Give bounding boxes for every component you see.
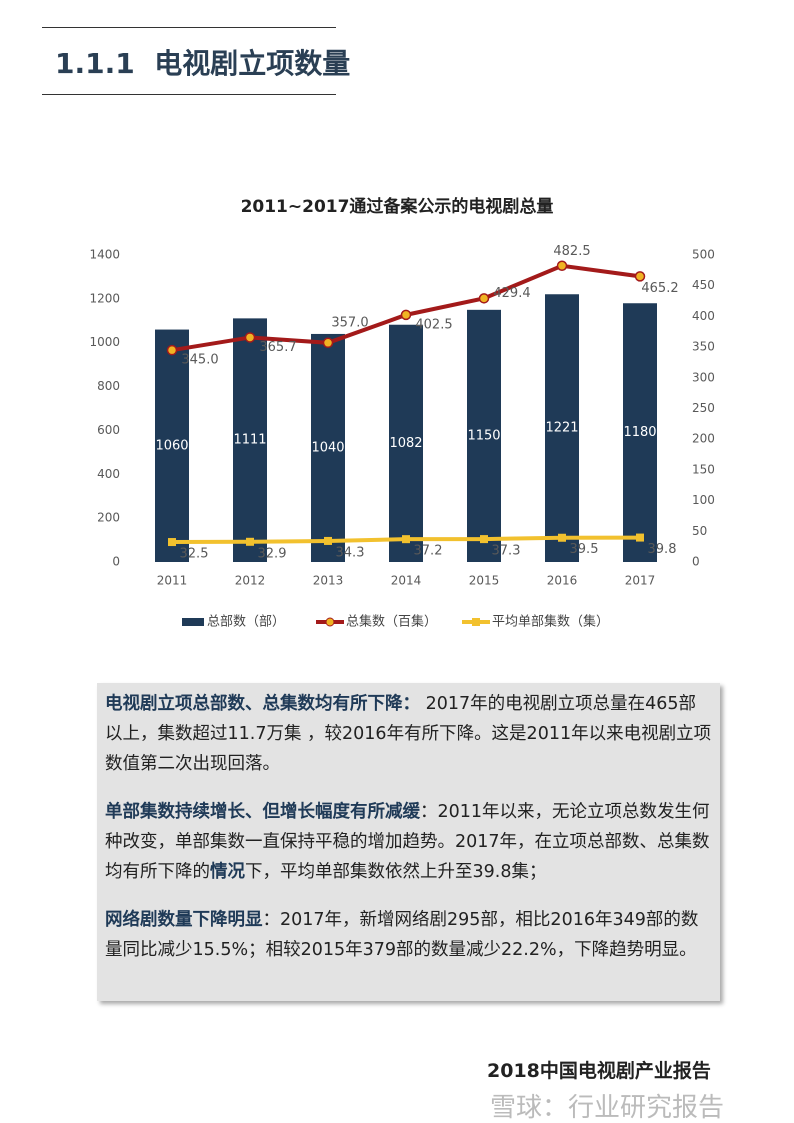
bar: [623, 303, 657, 562]
bar: [155, 329, 189, 562]
marker: [244, 332, 256, 343]
bar: [545, 294, 579, 562]
marker: [478, 293, 490, 304]
y-tick-label: 1000: [89, 335, 120, 349]
x-tick-label: 2012: [235, 574, 266, 588]
emphasis: 情况: [210, 862, 245, 882]
body: 2017年的电视剧立项总量在465部以上，集数超过11.7万集 ，较2016年有…: [105, 694, 712, 774]
marker: [400, 309, 412, 321]
body: ：2011年以来，无论立项总数发生何种改变，单部集数一直保持平稳的增加趋势。20…: [105, 802, 710, 882]
data-label: 34.3: [336, 545, 365, 560]
bar-label: 1111: [233, 433, 266, 448]
y-tick-label: 200: [97, 511, 120, 525]
paragraph: 单部集数持续增长、但增长幅度有所减缓：2011年以来，无论立项总数发生何种改变，…: [105, 797, 712, 887]
marker: [168, 538, 176, 547]
data-label: 39.8: [648, 542, 677, 557]
legend-marker: [325, 617, 335, 627]
chart: 2011~2017通过备案公示的电视剧总量 020040060080010001…: [89, 196, 715, 630]
y-tick-label: 1200: [89, 291, 120, 305]
y2-tick-label: 150: [692, 462, 715, 476]
body: ：2017年，新增网络剧295部，相比2016年349部的数量同比减少15.5%…: [105, 910, 699, 960]
marker: [558, 533, 566, 542]
paragraph: 网络剧数量下降明显：2017年，新增网络剧295部，相比2016年349部的数量…: [105, 905, 712, 965]
y2-tick-label: 100: [692, 493, 715, 507]
section-number: 1.1.1: [55, 47, 135, 80]
legend-swatch: [182, 618, 204, 626]
lead: 网络剧数量下降明显: [105, 910, 263, 930]
report-name: 2018中国电视剧产业报告: [487, 1060, 711, 1082]
y2-tick-label: 450: [692, 278, 715, 292]
x-tick-label: 2011: [157, 574, 188, 588]
data-label: 32.5: [180, 547, 209, 562]
lead: 单部集数持续增长、但增长幅度有所减缓: [105, 802, 420, 822]
data-label: 32.9: [258, 546, 287, 561]
x-tick-label: 2014: [391, 574, 422, 588]
marker: [634, 271, 646, 282]
y-tick-label: 800: [97, 379, 120, 393]
data-label: 357.0: [331, 315, 368, 330]
bar: [389, 324, 423, 562]
y2-tick-label: 400: [692, 309, 715, 323]
marker: [636, 533, 644, 542]
paragraph: 电视剧立项总部数、总集数均有所下降： 2017年的电视剧立项总量在465部以上，…: [105, 689, 712, 779]
bar-label: 1040: [311, 440, 344, 455]
section-title: 1.1.1 电视剧立项数量: [55, 42, 350, 82]
watermark: 雪球：行业研究报告: [490, 1093, 725, 1123]
y2-tick-label: 300: [692, 370, 715, 384]
marker: [166, 344, 178, 356]
legend-label: 总集数（百集）: [346, 614, 437, 630]
y2-tick-label: 50: [692, 524, 707, 538]
marker: [246, 537, 254, 546]
y2-tick-label: 200: [692, 432, 715, 446]
rule: [42, 94, 336, 95]
data-label: 37.3: [492, 544, 521, 559]
marker: [480, 535, 488, 544]
y-tick-label: 600: [97, 423, 120, 437]
rule: [42, 27, 336, 28]
y2-tick-label: 0: [692, 555, 700, 569]
data-label: 465.2: [641, 281, 678, 296]
marker: [324, 536, 332, 545]
section-text: 电视剧立项数量: [154, 47, 351, 80]
bar-label: 1221: [545, 421, 578, 436]
data-label: 402.5: [415, 317, 452, 332]
text-box: 电视剧立项总部数、总集数均有所下降： 2017年的电视剧立项总量在465部以上，…: [97, 683, 720, 1001]
y-tick-label: 400: [97, 467, 120, 481]
marker: [402, 535, 410, 544]
data-label: 482.5: [553, 244, 590, 259]
legend-label: 总部数（部）: [207, 615, 285, 630]
chart-title: 2011~2017通过备案公示的电视剧总量: [241, 196, 554, 217]
x-tick-label: 2015: [469, 574, 500, 588]
body: 下，平均单部集数依然上升至39.8集；: [245, 862, 547, 882]
data-label: 365.7: [259, 340, 296, 355]
y2-tick-label: 250: [692, 401, 715, 415]
bar-label: 1150: [467, 428, 500, 443]
bar-label: 1060: [155, 438, 188, 453]
legend-label: 平均单部集数（集）: [492, 614, 609, 630]
x-tick-label: 2016: [547, 574, 578, 588]
x-tick-label: 2017: [625, 574, 656, 588]
data-label: 429.4: [493, 286, 530, 301]
data-label: 37.2: [414, 544, 443, 559]
y-tick-label: 0: [112, 555, 120, 569]
bar-label: 1180: [623, 425, 656, 440]
y2-tick-label: 350: [692, 340, 715, 354]
bar-label: 1082: [389, 436, 422, 451]
data-label: 39.5: [570, 542, 599, 557]
data-label: 345.0: [181, 353, 218, 368]
y2-tick-label: 500: [692, 248, 715, 262]
bar: [311, 333, 345, 562]
legend-marker: [472, 618, 480, 626]
x-tick-label: 2013: [313, 574, 344, 588]
marker: [322, 337, 334, 349]
bar: [233, 318, 267, 562]
lead: 电视剧立项总部数、总集数均有所下降：: [105, 694, 420, 714]
bar: [467, 309, 501, 562]
marker: [556, 260, 568, 271]
y-tick-label: 1400: [89, 248, 120, 262]
